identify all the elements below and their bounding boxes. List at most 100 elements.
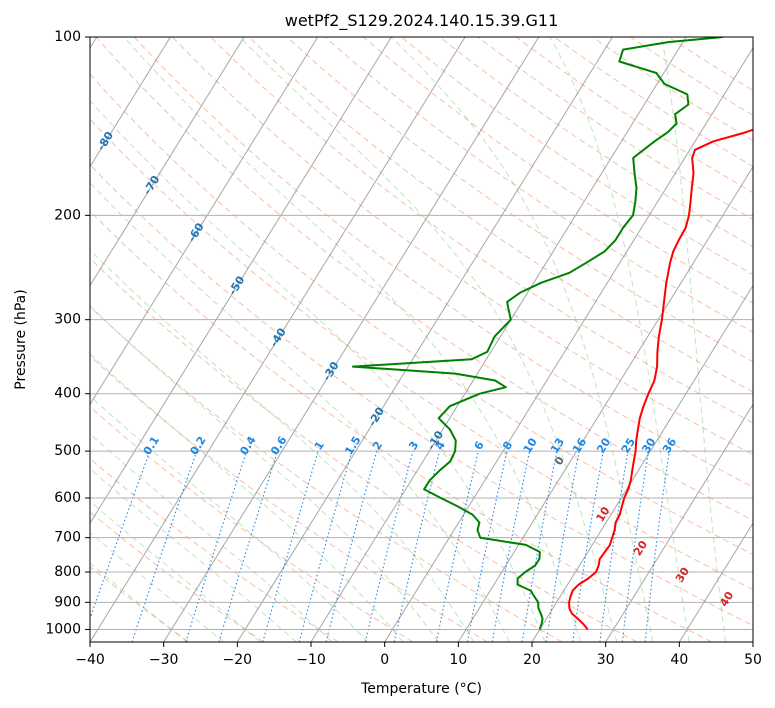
y-axis-ticks: 100 200 300 400 500 600 700 800 900 1000 bbox=[45, 29, 90, 637]
x-tick-label: 10 bbox=[449, 652, 467, 668]
isotherm bbox=[310, 37, 687, 642]
mixing-ratio-line bbox=[599, 451, 629, 642]
dry-adiabat bbox=[90, 405, 414, 642]
chart-title: wetPf2_S129.2024.140.15.39.G11 bbox=[285, 11, 559, 31]
isotherm bbox=[90, 37, 319, 406]
y-tick-label: 1000 bbox=[45, 621, 81, 637]
dry-adiabat bbox=[248, 37, 753, 393]
isotherm bbox=[90, 37, 245, 287]
mixing-ratio-label: 20 bbox=[594, 435, 613, 455]
moist-adiabat bbox=[123, 37, 582, 642]
mixing-ratio-line bbox=[644, 451, 670, 642]
mixing-ratio-line bbox=[572, 451, 604, 642]
moist-adiabat bbox=[90, 395, 369, 642]
y-tick-label: 100 bbox=[54, 29, 81, 45]
isotherm-label: -90 bbox=[46, 88, 68, 112]
isoline-labels: -100-90-80-70-60-50-40-30-20-100.1 0.2 0.4… bbox=[46, 88, 737, 609]
y-tick-label: 500 bbox=[54, 443, 81, 459]
dry-adiabat bbox=[90, 457, 339, 642]
isotherm-label: -30 bbox=[320, 359, 342, 383]
profile-series bbox=[351, 37, 753, 631]
moist-adiabat bbox=[90, 305, 439, 642]
mixing-ratio-line bbox=[325, 450, 378, 642]
isotherm bbox=[236, 37, 613, 642]
isotherm-label: -70 bbox=[141, 173, 163, 197]
x-tick-label: 20 bbox=[523, 652, 541, 668]
isotherm bbox=[90, 37, 392, 525]
isotherm-label: -40 bbox=[267, 325, 289, 349]
x-tick-label: 0 bbox=[380, 652, 389, 668]
y-tick-label: 300 bbox=[54, 312, 81, 328]
moist-adiabat bbox=[549, 37, 690, 642]
mixing-ratio-line bbox=[393, 450, 441, 642]
mixing-ratio-label: 0.2 bbox=[187, 434, 208, 457]
dry-adiabat bbox=[286, 37, 753, 363]
mixing-ratio-label: 0.4 bbox=[237, 434, 258, 458]
profile-line bbox=[568, 128, 753, 631]
dry-adiabat bbox=[90, 511, 264, 642]
x-tick-label: −20 bbox=[223, 652, 253, 668]
x-tick-label: −40 bbox=[75, 652, 105, 668]
moist-adiabat-label: 30 bbox=[673, 565, 692, 585]
dry-adiabat bbox=[90, 566, 190, 642]
dry-adiabat bbox=[477, 37, 753, 221]
y-tick-label: 400 bbox=[54, 386, 81, 402]
isotherm bbox=[605, 403, 753, 642]
mixing-ratio-label: 6 bbox=[472, 439, 487, 453]
mixing-ratio-label: 1 bbox=[312, 439, 327, 452]
mixing-ratio-label: 1.5 bbox=[342, 434, 363, 457]
isotherm bbox=[384, 46, 753, 642]
dry-adiabat bbox=[90, 73, 753, 556]
mixing-ratio-line bbox=[262, 450, 319, 642]
dry-adiabat bbox=[90, 163, 753, 627]
isotherm bbox=[531, 284, 753, 642]
mixing-ratio-label: 3 bbox=[406, 439, 421, 452]
moist-adiabat-label: 40 bbox=[717, 589, 736, 609]
isotherm-label: -60 bbox=[185, 220, 207, 244]
dry-adiabat bbox=[439, 37, 753, 248]
moist-adiabat bbox=[90, 99, 546, 642]
moist-adiabat-label: 20 bbox=[631, 538, 650, 558]
mixing-ratio-line bbox=[218, 450, 279, 642]
dry-adiabat bbox=[90, 210, 712, 642]
y-tick-label: 800 bbox=[54, 564, 81, 580]
dry-adiabat bbox=[90, 118, 753, 591]
isotherm bbox=[90, 37, 466, 642]
mixing-ratio-line bbox=[621, 451, 650, 642]
mixing-ratio-line bbox=[298, 450, 353, 642]
x-tick-label: −30 bbox=[149, 652, 179, 668]
mixing-ratio-line bbox=[364, 450, 414, 642]
dry-adiabat bbox=[90, 305, 563, 642]
isotherm bbox=[457, 165, 753, 642]
moist-adiabat bbox=[90, 433, 333, 642]
moist-adiabat bbox=[661, 37, 727, 642]
mixing-ratio-label: 8 bbox=[500, 439, 515, 452]
moist-adiabat bbox=[90, 353, 404, 642]
isotherm bbox=[752, 641, 753, 642]
dry-adiabat bbox=[95, 37, 753, 521]
y-tick-label: 700 bbox=[54, 530, 81, 546]
x-axis-label: Temperature (°C) bbox=[360, 681, 482, 697]
dry-adiabat bbox=[90, 257, 638, 642]
x-tick-label: −10 bbox=[296, 652, 326, 668]
x-axis-ticks: −40 −30 −20 −10 0 10 20 30 40 50 bbox=[75, 642, 762, 668]
dry-adiabat bbox=[668, 37, 753, 92]
isotherm-label: -50 bbox=[226, 273, 248, 297]
mixing-ratio-line bbox=[491, 450, 531, 642]
isotherm-label: -80 bbox=[95, 129, 117, 153]
profile-line bbox=[351, 37, 723, 630]
isotherm bbox=[163, 37, 540, 642]
x-tick-label: 50 bbox=[744, 652, 762, 668]
moist-adiabat-label: 0 bbox=[552, 454, 567, 468]
moist-adiabat bbox=[390, 37, 654, 642]
moist-adiabat bbox=[90, 249, 475, 642]
mixing-ratio-label: 0.6 bbox=[268, 434, 289, 458]
y-tick-label: 900 bbox=[54, 594, 81, 610]
dry-adiabat bbox=[553, 37, 753, 168]
moist-adiabat bbox=[90, 468, 297, 642]
dry-adiabat bbox=[90, 355, 488, 642]
y-tick-label: 600 bbox=[54, 490, 81, 506]
mixing-ratio-label: 0.1 bbox=[141, 434, 162, 457]
mixing-ratio-label: 30 bbox=[639, 435, 658, 455]
mixing-ratio-label: 36 bbox=[660, 435, 679, 455]
